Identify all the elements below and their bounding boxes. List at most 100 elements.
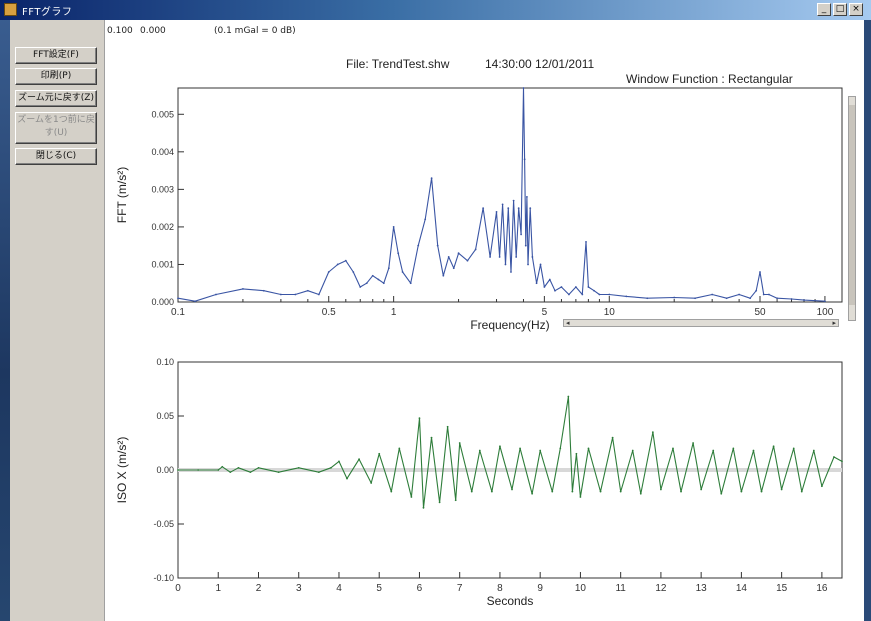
fft-data-point (371, 274, 374, 277)
fft-data-point (574, 286, 577, 288)
iso-data-point (257, 466, 260, 469)
scroll-right-arrow-icon[interactable]: ▸ (832, 319, 836, 327)
fft-data-point (560, 286, 563, 288)
info-reference: (0.1 mGal = 0 dB) (214, 26, 296, 36)
iso-x-tick-label: 15 (776, 583, 788, 594)
iso-data-point (740, 490, 743, 493)
window-controls: _ □ × (817, 3, 863, 16)
iso-data-point (539, 449, 542, 452)
iso-x-tick-label: 7 (457, 583, 463, 594)
fft-data-point (436, 244, 439, 247)
iso-x-tick-label: 0 (175, 583, 181, 594)
iso-data-point (660, 488, 662, 491)
fft-horizontal-scrollbar[interactable]: ◂ ▸ (563, 319, 839, 327)
iso-data-point (378, 452, 381, 455)
fft-data-point (755, 289, 758, 292)
fft-data-point (344, 259, 347, 262)
button-panel: FFT設定(F) 印刷(P) ズーム元に戻す(Z) ズームを1つ前に戻す(U) … (10, 20, 105, 621)
iso-data-point (672, 447, 674, 450)
fft-data-point (317, 293, 320, 296)
iso-data-point (575, 452, 578, 455)
fft-data-point (738, 293, 741, 296)
zoom-undo-button[interactable]: ズームを1つ前に戻す(U) (15, 112, 97, 144)
client-area: FFT設定(F) 印刷(P) ズーム元に戻す(Z) ズームを1つ前に戻す(U) … (10, 20, 864, 621)
iso-x-tick-label: 2 (256, 583, 262, 594)
fft-data-point (392, 226, 395, 228)
iso-data-point (611, 436, 614, 439)
fft-data-point (279, 293, 282, 296)
fft-data-point (539, 263, 542, 266)
fft-x-tick-label: 10 (604, 307, 616, 318)
fft-data-point (593, 289, 595, 292)
iso-data-point (599, 490, 602, 493)
iso-x-tick-label: 16 (816, 583, 828, 594)
fft-data-point (442, 274, 445, 277)
fft-data-point (417, 244, 420, 247)
fft-data-point (535, 282, 538, 285)
iso-data-point (841, 460, 843, 463)
zoom-reset-button[interactable]: ズーム元に戻す(Z) (15, 90, 97, 107)
iso-x-tick-label: 11 (615, 583, 626, 594)
iso-data-point (800, 490, 803, 493)
iso-data-point (470, 490, 473, 493)
fft-data-point (523, 158, 526, 161)
fft-data-point (725, 297, 728, 300)
iso-x-tick-label: 10 (575, 583, 587, 594)
iso-data-point (370, 482, 373, 484)
fft-data-point (759, 271, 761, 273)
iso-y-tick-label: -0.10 (153, 573, 174, 583)
iso-y-tick-label: -0.05 (153, 519, 174, 529)
fft-data-point (409, 282, 412, 285)
fft-data-point (510, 271, 512, 273)
fft-data-point (489, 256, 491, 258)
iso-data-point (639, 492, 642, 495)
fft-data-point (430, 177, 433, 180)
iso-data-point (438, 501, 441, 504)
iso-data-point (317, 471, 320, 474)
fft-data-point (365, 282, 368, 285)
fft-chart[interactable]: 0.1 0.5 1 5 10 50 1000.0000.0010.0020.0030.004… (10, 20, 864, 621)
fft-data-point (527, 263, 529, 266)
fft-x-tick-label: 0.1 (171, 307, 185, 318)
iso-data-point (531, 492, 534, 495)
fft-data-point (568, 293, 570, 296)
fft-vertical-scroll-thumb[interactable] (849, 105, 855, 305)
iso-data-point (217, 469, 220, 471)
iso-data-point (692, 442, 695, 444)
title-bar[interactable]: FFTグラフ _ □ × (0, 0, 871, 20)
iso-data-point (418, 417, 421, 420)
iso-data-point (712, 449, 715, 452)
iso-x-tick-label: 13 (696, 583, 708, 594)
fft-data-point (397, 252, 400, 255)
iso-data-point (458, 442, 461, 444)
iso-data-point (177, 469, 179, 471)
iso-data-point (511, 488, 513, 491)
fft-data-point (790, 298, 793, 300)
iso-y-axis-label: ISO X (m/s²) (115, 437, 129, 504)
fft-data-point (424, 218, 427, 221)
close-button[interactable]: × (849, 3, 863, 16)
minimize-button[interactable]: _ (817, 3, 831, 16)
iso-data-point (197, 469, 200, 471)
fft-settings-button[interactable]: FFT設定(F) (15, 47, 97, 64)
fft-data-point (749, 297, 752, 300)
scroll-left-arrow-icon[interactable]: ◂ (566, 319, 570, 327)
iso-data-point (398, 447, 401, 450)
fft-data-point (457, 252, 460, 255)
iso-data-point (571, 490, 574, 493)
iso-x-tick-label: 5 (376, 583, 382, 594)
maximize-button[interactable]: □ (833, 3, 847, 16)
iso-data-point (422, 506, 425, 509)
fft-data-point (382, 282, 385, 285)
fft-data-point (824, 300, 826, 303)
iso-data-point (454, 499, 457, 502)
close-window-button[interactable]: 閉じる(C) (15, 148, 97, 165)
fft-x-axis-label: Frequency(Hz) (470, 318, 549, 332)
fft-data-point (507, 207, 510, 210)
iso-series-line (178, 396, 843, 509)
fft-x-tick-label: 0.5 (322, 307, 336, 318)
fft-data-point (495, 210, 498, 213)
fft-vertical-scrollbar[interactable] (848, 96, 856, 321)
print-button[interactable]: 印刷(P) (15, 68, 97, 85)
fft-data-point (522, 87, 525, 89)
